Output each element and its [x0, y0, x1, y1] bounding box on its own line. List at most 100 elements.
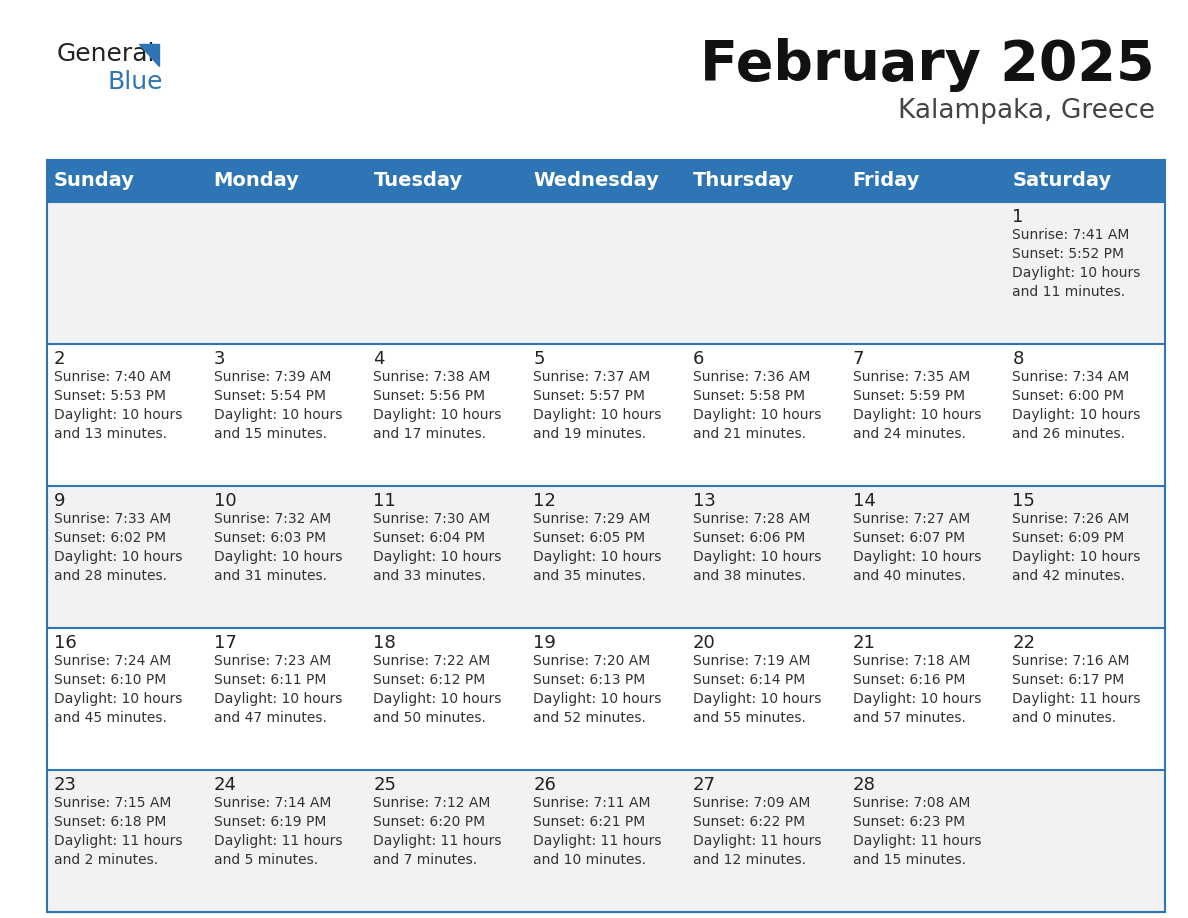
Text: 1: 1	[1012, 208, 1024, 226]
Text: Sunrise: 7:38 AM
Sunset: 5:56 PM
Daylight: 10 hours
and 17 minutes.: Sunrise: 7:38 AM Sunset: 5:56 PM Dayligh…	[373, 370, 501, 441]
Bar	[48, 344, 207, 486]
Text: Wednesday: Wednesday	[533, 172, 659, 191]
Text: Sunrise: 7:26 AM
Sunset: 6:09 PM
Daylight: 10 hours
and 42 minutes.: Sunrise: 7:26 AM Sunset: 6:09 PM Dayligh…	[1012, 512, 1140, 583]
Text: 14: 14	[853, 492, 876, 510]
Text: 17: 17	[214, 634, 236, 652]
Bar	[846, 770, 1005, 912]
Text: Sunrise: 7:18 AM
Sunset: 6:16 PM
Daylight: 10 hours
and 57 minutes.: Sunrise: 7:18 AM Sunset: 6:16 PM Dayligh…	[853, 654, 981, 725]
Text: 21: 21	[853, 634, 876, 652]
Bar	[846, 628, 1005, 770]
Text: Sunrise: 7:22 AM
Sunset: 6:12 PM
Daylight: 10 hours
and 50 minutes.: Sunrise: 7:22 AM Sunset: 6:12 PM Dayligh…	[373, 654, 501, 725]
Bar	[526, 486, 685, 628]
Text: Sunrise: 7:28 AM
Sunset: 6:06 PM
Daylight: 10 hours
and 38 minutes.: Sunrise: 7:28 AM Sunset: 6:06 PM Dayligh…	[693, 512, 821, 583]
Bar	[685, 344, 846, 486]
Text: Sunrise: 7:08 AM
Sunset: 6:23 PM
Daylight: 11 hours
and 15 minutes.: Sunrise: 7:08 AM Sunset: 6:23 PM Dayligh…	[853, 796, 981, 867]
Text: Sunrise: 7:29 AM
Sunset: 6:05 PM
Daylight: 10 hours
and 35 minutes.: Sunrise: 7:29 AM Sunset: 6:05 PM Dayligh…	[533, 512, 662, 583]
Bar	[207, 770, 366, 912]
Text: 28: 28	[853, 776, 876, 794]
Bar	[685, 770, 846, 912]
Text: Sunrise: 7:19 AM
Sunset: 6:14 PM
Daylight: 10 hours
and 55 minutes.: Sunrise: 7:19 AM Sunset: 6:14 PM Dayligh…	[693, 654, 821, 725]
Bar	[207, 344, 366, 486]
Text: Sunrise: 7:32 AM
Sunset: 6:03 PM
Daylight: 10 hours
and 31 minutes.: Sunrise: 7:32 AM Sunset: 6:03 PM Dayligh…	[214, 512, 342, 583]
Text: Sunrise: 7:24 AM
Sunset: 6:10 PM
Daylight: 10 hours
and 45 minutes.: Sunrise: 7:24 AM Sunset: 6:10 PM Dayligh…	[53, 654, 183, 725]
Bar	[48, 160, 1165, 912]
Text: Sunrise: 7:30 AM
Sunset: 6:04 PM
Daylight: 10 hours
and 33 minutes.: Sunrise: 7:30 AM Sunset: 6:04 PM Dayligh…	[373, 512, 501, 583]
Text: 25: 25	[373, 776, 397, 794]
Text: 7: 7	[853, 350, 864, 368]
Bar	[685, 486, 846, 628]
Bar	[48, 486, 207, 628]
Bar	[48, 770, 207, 912]
Text: Sunrise: 7:14 AM
Sunset: 6:19 PM
Daylight: 11 hours
and 5 minutes.: Sunrise: 7:14 AM Sunset: 6:19 PM Dayligh…	[214, 796, 342, 867]
Text: Sunrise: 7:20 AM
Sunset: 6:13 PM
Daylight: 10 hours
and 52 minutes.: Sunrise: 7:20 AM Sunset: 6:13 PM Dayligh…	[533, 654, 662, 725]
Bar	[846, 160, 1005, 202]
Text: 13: 13	[693, 492, 715, 510]
Bar	[526, 344, 685, 486]
Text: 3: 3	[214, 350, 226, 368]
Bar	[1005, 770, 1165, 912]
Text: 5: 5	[533, 350, 544, 368]
Bar	[1005, 628, 1165, 770]
Bar	[1005, 160, 1165, 202]
Bar	[1005, 486, 1165, 628]
Text: Saturday: Saturday	[1012, 172, 1112, 191]
Text: 26: 26	[533, 776, 556, 794]
Bar	[48, 202, 207, 344]
Text: Sunrise: 7:11 AM
Sunset: 6:21 PM
Daylight: 11 hours
and 10 minutes.: Sunrise: 7:11 AM Sunset: 6:21 PM Dayligh…	[533, 796, 662, 867]
Text: Sunrise: 7:16 AM
Sunset: 6:17 PM
Daylight: 11 hours
and 0 minutes.: Sunrise: 7:16 AM Sunset: 6:17 PM Dayligh…	[1012, 654, 1140, 725]
Text: 18: 18	[373, 634, 396, 652]
Text: Sunrise: 7:33 AM
Sunset: 6:02 PM
Daylight: 10 hours
and 28 minutes.: Sunrise: 7:33 AM Sunset: 6:02 PM Dayligh…	[53, 512, 183, 583]
Text: 24: 24	[214, 776, 236, 794]
Text: 10: 10	[214, 492, 236, 510]
Bar	[526, 202, 685, 344]
Text: February 2025: February 2025	[701, 38, 1155, 92]
Bar	[366, 486, 526, 628]
Text: Sunrise: 7:23 AM
Sunset: 6:11 PM
Daylight: 10 hours
and 47 minutes.: Sunrise: 7:23 AM Sunset: 6:11 PM Dayligh…	[214, 654, 342, 725]
Text: 12: 12	[533, 492, 556, 510]
Bar	[526, 770, 685, 912]
Text: Sunrise: 7:37 AM
Sunset: 5:57 PM
Daylight: 10 hours
and 19 minutes.: Sunrise: 7:37 AM Sunset: 5:57 PM Dayligh…	[533, 370, 662, 441]
Bar	[685, 160, 846, 202]
Text: 2: 2	[53, 350, 65, 368]
Bar	[207, 486, 366, 628]
Bar	[48, 160, 207, 202]
Bar	[207, 202, 366, 344]
Text: Sunrise: 7:34 AM
Sunset: 6:00 PM
Daylight: 10 hours
and 26 minutes.: Sunrise: 7:34 AM Sunset: 6:00 PM Dayligh…	[1012, 370, 1140, 441]
Text: Sunrise: 7:12 AM
Sunset: 6:20 PM
Daylight: 11 hours
and 7 minutes.: Sunrise: 7:12 AM Sunset: 6:20 PM Dayligh…	[373, 796, 501, 867]
Bar	[685, 202, 846, 344]
Text: Thursday: Thursday	[693, 172, 795, 191]
Text: 23: 23	[53, 776, 77, 794]
Text: 11: 11	[373, 492, 396, 510]
Bar	[1005, 202, 1165, 344]
Text: Friday: Friday	[853, 172, 920, 191]
Polygon shape	[139, 44, 159, 66]
Bar	[48, 628, 207, 770]
Bar	[366, 628, 526, 770]
Bar	[846, 202, 1005, 344]
Bar	[207, 160, 366, 202]
Text: Kalampaka, Greece: Kalampaka, Greece	[898, 98, 1155, 124]
Text: Sunrise: 7:15 AM
Sunset: 6:18 PM
Daylight: 11 hours
and 2 minutes.: Sunrise: 7:15 AM Sunset: 6:18 PM Dayligh…	[53, 796, 183, 867]
Bar	[846, 344, 1005, 486]
Text: 15: 15	[1012, 492, 1035, 510]
Text: 27: 27	[693, 776, 716, 794]
Bar	[1005, 344, 1165, 486]
Text: 9: 9	[53, 492, 65, 510]
Bar	[366, 344, 526, 486]
Bar	[526, 628, 685, 770]
Text: 20: 20	[693, 634, 715, 652]
Bar	[685, 628, 846, 770]
Text: Tuesday: Tuesday	[373, 172, 462, 191]
Text: 22: 22	[1012, 634, 1035, 652]
Text: Sunrise: 7:27 AM
Sunset: 6:07 PM
Daylight: 10 hours
and 40 minutes.: Sunrise: 7:27 AM Sunset: 6:07 PM Dayligh…	[853, 512, 981, 583]
Text: 8: 8	[1012, 350, 1024, 368]
Text: 6: 6	[693, 350, 704, 368]
Text: Sunrise: 7:39 AM
Sunset: 5:54 PM
Daylight: 10 hours
and 15 minutes.: Sunrise: 7:39 AM Sunset: 5:54 PM Dayligh…	[214, 370, 342, 441]
Bar	[526, 160, 685, 202]
Text: Sunrise: 7:36 AM
Sunset: 5:58 PM
Daylight: 10 hours
and 21 minutes.: Sunrise: 7:36 AM Sunset: 5:58 PM Dayligh…	[693, 370, 821, 441]
Bar	[207, 628, 366, 770]
Text: Sunrise: 7:41 AM
Sunset: 5:52 PM
Daylight: 10 hours
and 11 minutes.: Sunrise: 7:41 AM Sunset: 5:52 PM Dayligh…	[1012, 228, 1140, 299]
Text: Blue: Blue	[107, 70, 163, 94]
Text: Sunrise: 7:40 AM
Sunset: 5:53 PM
Daylight: 10 hours
and 13 minutes.: Sunrise: 7:40 AM Sunset: 5:53 PM Dayligh…	[53, 370, 183, 441]
Bar	[366, 770, 526, 912]
